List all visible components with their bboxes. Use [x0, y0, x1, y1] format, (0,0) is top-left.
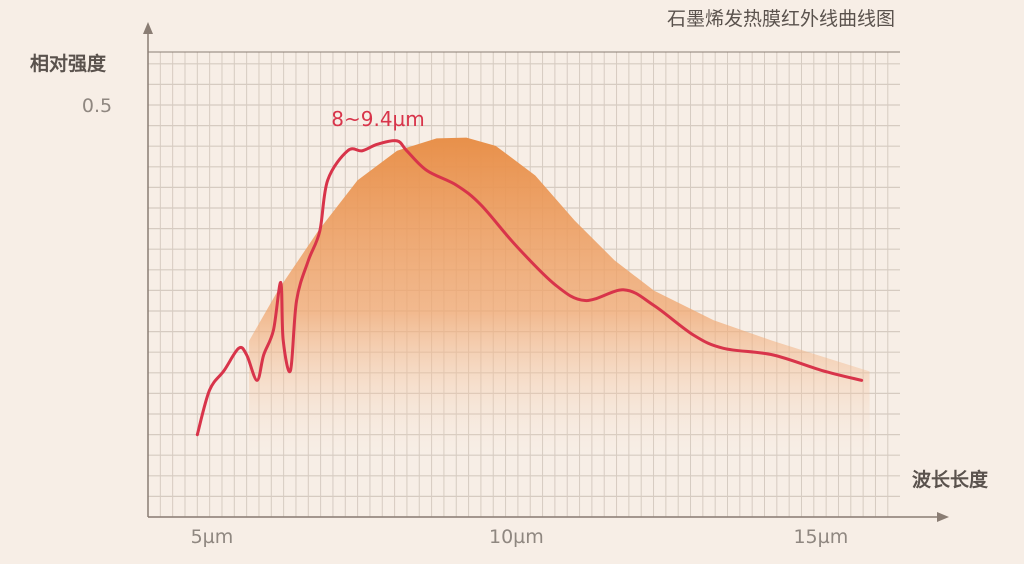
y-axis-label: 相对强度: [30, 52, 107, 75]
y-tick-label: 0.5: [82, 95, 112, 117]
emission-line: [195, 139, 864, 437]
y-axis-arrow: [143, 22, 153, 34]
x-tick-label-15: 15µm: [793, 526, 848, 548]
axes: [143, 22, 949, 522]
x-axis-label: 波长长度: [912, 468, 989, 491]
x-tick-label-10: 10µm: [489, 526, 544, 548]
peak-annotation: 8~9.4µm: [331, 107, 425, 131]
emission-area: [249, 137, 870, 457]
chart-title: 石墨烯发热膜红外线曲线图: [667, 8, 895, 30]
x-axis-arrow: [937, 512, 949, 522]
x-tick-label-5: 5µm: [191, 526, 234, 548]
